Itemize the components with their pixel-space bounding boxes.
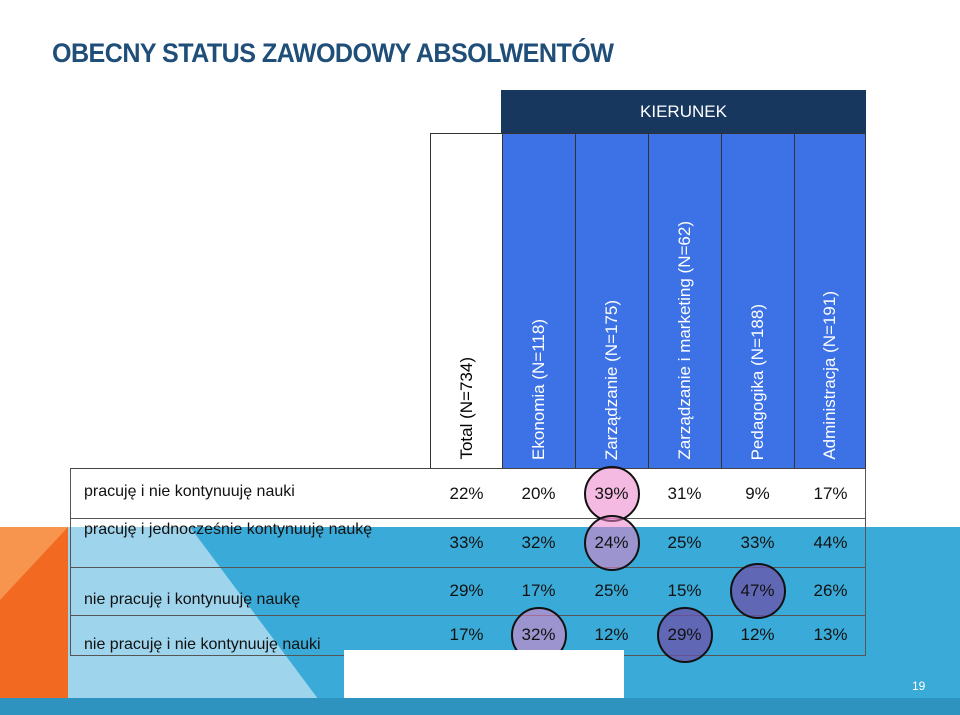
column-header-ekonomia: Ekonomia (N=118) <box>502 133 575 468</box>
table-cell: 20% <box>521 484 556 503</box>
table-cell: 17% <box>449 625 484 644</box>
table-cell: 26% <box>813 581 848 600</box>
table-cell: 13% <box>813 625 848 644</box>
row-label: pracuję i jednocześnie kontynuuję naukę <box>84 521 373 538</box>
table-cell: 12% <box>740 625 775 644</box>
table-cell: 9% <box>745 484 770 503</box>
table-cell: 31% <box>667 484 702 503</box>
column-header-pedagogika: Pedagogika (N=188) <box>721 133 794 468</box>
highlight-circle <box>583 515 640 571</box>
table-cell: 44% <box>813 533 848 552</box>
table-cell: 29% <box>667 625 702 644</box>
light-band <box>0 527 330 715</box>
row-label: nie pracuję i kontynuuję naukę <box>84 591 301 608</box>
column-header-administracja: Administracja (N=191) <box>794 133 866 468</box>
orange-shade <box>0 527 68 600</box>
column-header-zarzadzanie: Zarządzanie (N=175) <box>575 133 648 468</box>
column-label: Zarządzanie (N=175) <box>602 299 621 460</box>
page-number: 19 <box>912 679 926 693</box>
column-label: Ekonomia (N=118) <box>529 319 548 460</box>
row-label: nie pracuję i nie kontynuuję nauki <box>84 636 321 653</box>
table-cell: 32% <box>521 533 556 552</box>
column-label: Administracja (N=191) <box>820 291 839 460</box>
row-label: pracuję i nie kontynuuję nauki <box>84 483 295 500</box>
table-cell: 17% <box>521 581 556 600</box>
row-divider <box>70 518 866 519</box>
highlight-circle <box>729 563 786 619</box>
column-label: Zarządzanie i marketing (N=62) <box>675 221 694 460</box>
column-header-total: Total (N=734) <box>430 133 502 468</box>
row-divider <box>70 567 866 568</box>
table-cell: 15% <box>667 581 702 600</box>
table-cell: 22% <box>449 484 484 503</box>
column-label: Pedagogika (N=188) <box>748 303 767 460</box>
table-cell: 25% <box>594 581 629 600</box>
table-cell: 29% <box>449 581 484 600</box>
table-cell: 17% <box>813 484 848 503</box>
group-header: KIERUNEK <box>501 90 866 133</box>
page-title: OBECNY STATUS ZAWODOWY ABSOLWENTÓW <box>52 38 614 68</box>
table-cell: 24% <box>594 533 629 552</box>
table-cell: 47% <box>740 581 775 600</box>
blank-box <box>344 650 624 698</box>
table-cell: 25% <box>667 533 702 552</box>
group-header-label: KIERUNEK <box>640 101 727 121</box>
table-cell: 32% <box>521 625 556 644</box>
column-header-zarzadzanie-marketing: Zarządzanie i marketing (N=62) <box>648 133 721 468</box>
table-cell: 39% <box>594 484 629 503</box>
row-divider <box>70 615 866 616</box>
table-cell: 33% <box>740 533 775 552</box>
bottom-strip <box>0 698 960 715</box>
highlight-circle <box>656 607 713 663</box>
table-cell: 33% <box>449 533 484 552</box>
table-cell: 12% <box>594 625 629 644</box>
column-label: Total (N=734) <box>456 357 476 460</box>
